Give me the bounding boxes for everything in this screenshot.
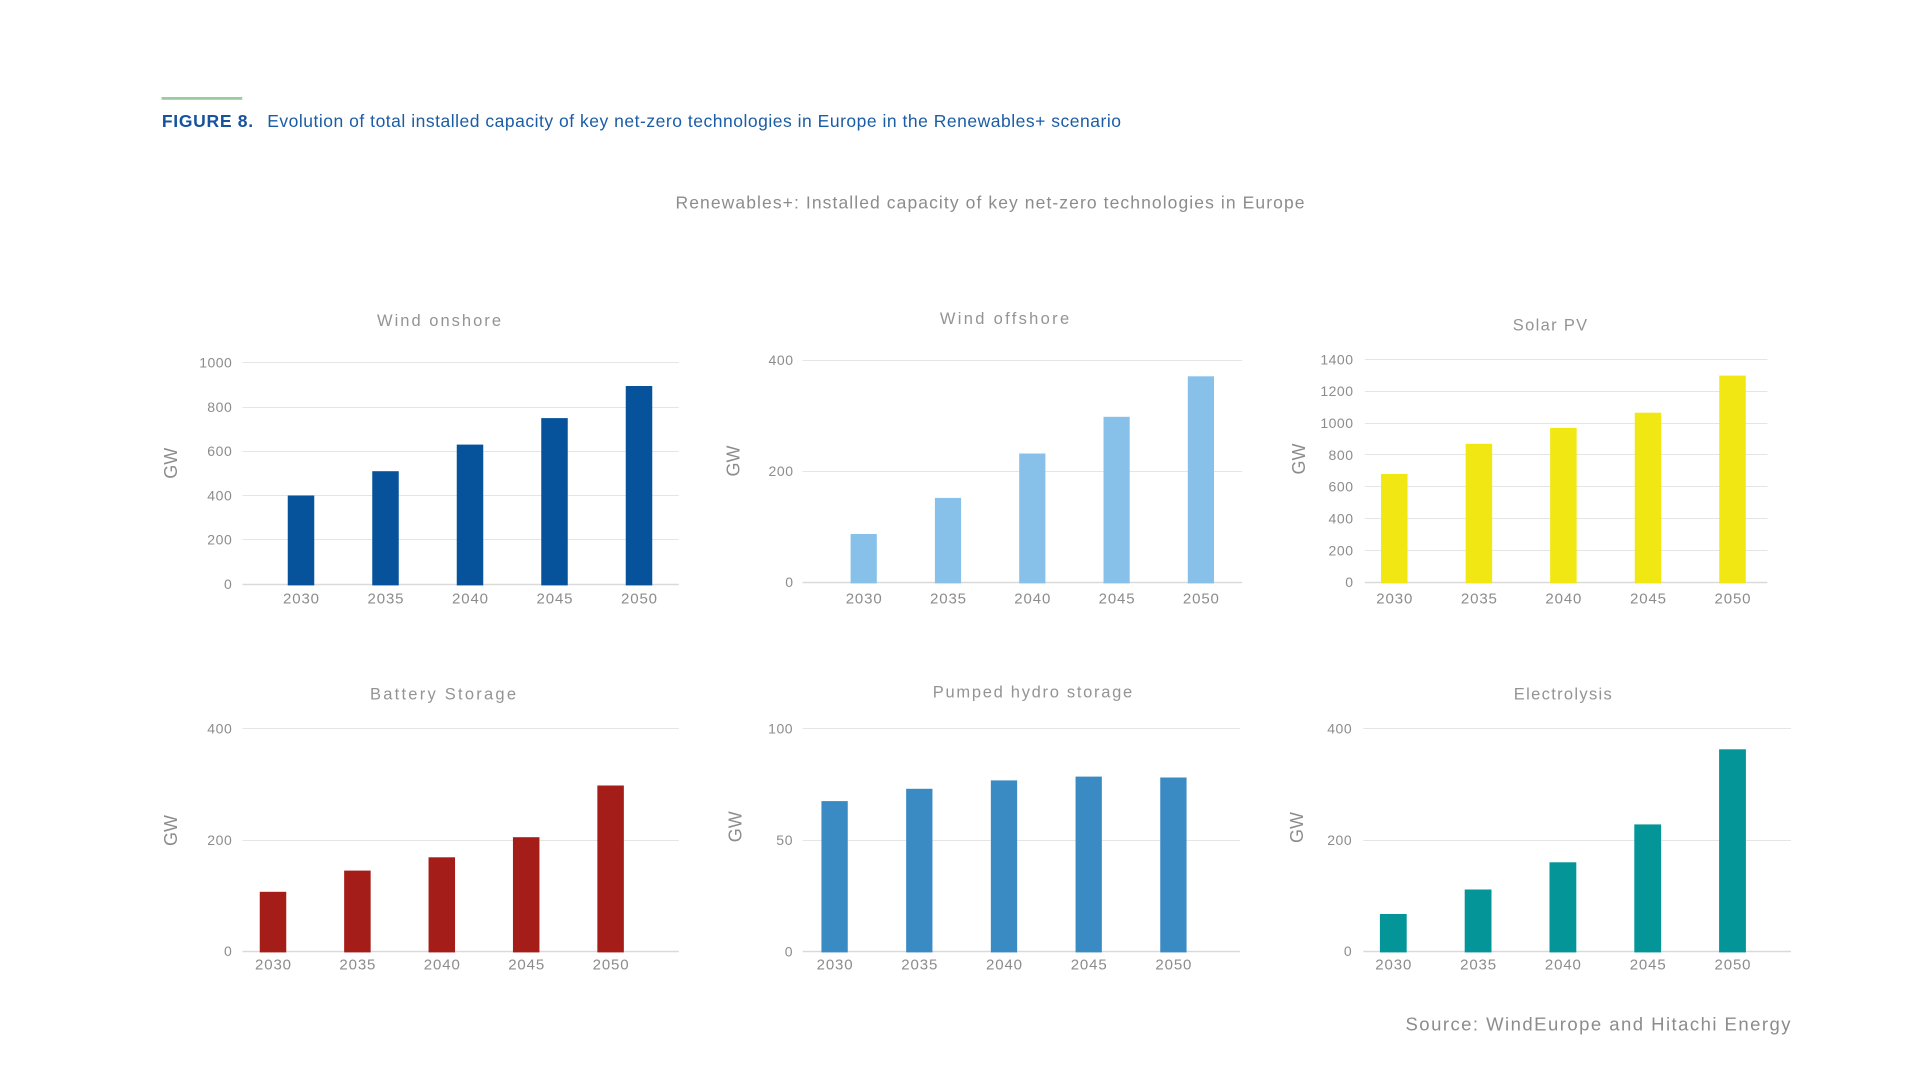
svg-text:2050: 2050	[593, 957, 629, 974]
svg-text:1400: 1400	[1320, 351, 1353, 367]
svg-text:0: 0	[1345, 574, 1353, 590]
svg-text:2030: 2030	[255, 957, 291, 974]
svg-text:400: 400	[207, 721, 232, 737]
svg-text:GW: GW	[161, 448, 181, 479]
svg-text:2040: 2040	[1545, 957, 1581, 974]
svg-text:0: 0	[224, 943, 232, 959]
svg-text:Wind offshore: Wind offshore	[940, 310, 1069, 328]
svg-text:2030: 2030	[1375, 957, 1411, 974]
svg-text:2050: 2050	[1715, 957, 1751, 974]
svg-text:0: 0	[785, 943, 793, 959]
svg-text:0: 0	[785, 574, 793, 590]
svg-text:2045: 2045	[1099, 590, 1135, 607]
svg-text:GW: GW	[726, 811, 746, 842]
svg-text:Pumped hydro storage: Pumped hydro storage	[933, 684, 1132, 702]
svg-text:2050: 2050	[621, 590, 657, 607]
svg-text:200: 200	[769, 463, 794, 479]
svg-text:2045: 2045	[1630, 957, 1666, 974]
svg-text:1000: 1000	[1320, 415, 1353, 431]
svg-text:2030: 2030	[1376, 590, 1412, 607]
svg-text:2030: 2030	[817, 957, 853, 974]
svg-text:400: 400	[769, 352, 794, 368]
svg-text:2035: 2035	[1461, 590, 1497, 607]
svg-text:400: 400	[1327, 721, 1352, 737]
svg-text:Source: WindEurope and Hitachi: Source: WindEurope and Hitachi Energy	[1406, 1014, 1792, 1035]
svg-text:200: 200	[1327, 832, 1352, 848]
svg-text:2050: 2050	[1183, 590, 1219, 607]
svg-text:GW: GW	[1289, 444, 1309, 475]
svg-text:200: 200	[1329, 542, 1354, 558]
svg-text:2035: 2035	[339, 957, 375, 974]
svg-text:Evolution of total installed c: Evolution of total installed capacity of…	[267, 111, 1121, 131]
svg-text:2045: 2045	[1630, 590, 1666, 607]
svg-text:1000: 1000	[199, 355, 232, 371]
svg-text:Renewables+: Installed capacit: Renewables+: Installed capacity of key n…	[676, 192, 1305, 212]
svg-text:600: 600	[207, 443, 232, 459]
svg-text:100: 100	[768, 721, 793, 737]
svg-text:400: 400	[207, 487, 232, 503]
svg-text:GW: GW	[161, 815, 181, 846]
svg-text:2035: 2035	[901, 957, 937, 974]
svg-text:2040: 2040	[986, 957, 1022, 974]
svg-text:2030: 2030	[846, 590, 882, 607]
svg-text:2045: 2045	[1071, 957, 1107, 974]
svg-text:2040: 2040	[424, 957, 460, 974]
svg-text:2045: 2045	[508, 957, 544, 974]
svg-text:2040: 2040	[452, 590, 488, 607]
svg-text:800: 800	[207, 399, 232, 415]
svg-text:600: 600	[1329, 479, 1354, 495]
svg-text:2035: 2035	[368, 590, 404, 607]
svg-text:2045: 2045	[537, 590, 573, 607]
svg-text:800: 800	[1329, 447, 1354, 463]
svg-text:0: 0	[224, 576, 232, 592]
svg-text:2035: 2035	[1460, 957, 1496, 974]
svg-text:2040: 2040	[1014, 590, 1050, 607]
svg-text:50: 50	[776, 832, 793, 848]
svg-text:200: 200	[207, 532, 232, 548]
svg-text:2050: 2050	[1715, 590, 1751, 607]
svg-text:2030: 2030	[283, 590, 319, 607]
svg-text:GW: GW	[1287, 812, 1307, 843]
svg-text:2035: 2035	[930, 590, 966, 607]
svg-text:0: 0	[1344, 943, 1352, 959]
svg-text:GW: GW	[724, 446, 744, 477]
svg-text:1200: 1200	[1320, 383, 1353, 399]
svg-text:200: 200	[207, 832, 232, 848]
svg-text:FIGURE 8.: FIGURE 8.	[162, 111, 253, 131]
svg-text:2040: 2040	[1545, 590, 1581, 607]
svg-text:2050: 2050	[1155, 957, 1191, 974]
svg-text:400: 400	[1329, 511, 1354, 527]
